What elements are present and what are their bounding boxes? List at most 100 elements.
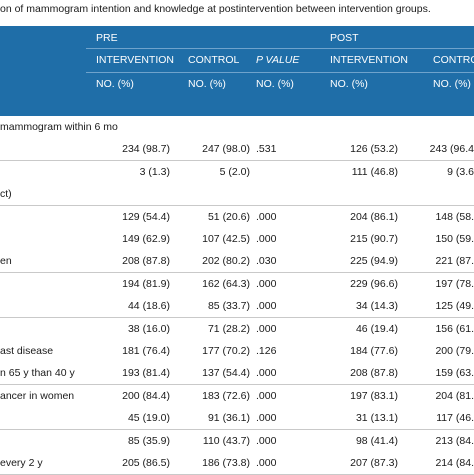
table-row: 129 (54.4) 51 (20.6) .000 204 (86.1) 148 (58… [0, 205, 474, 229]
cell-p-value: .000 [256, 434, 277, 447]
cell-pre-intervention: 44 (18.6) [127, 300, 170, 313]
cell-post-control: 150 (59. [435, 233, 474, 245]
header-unit-pre-int: NO. (%) [96, 78, 134, 90]
row-label: every 2 y [0, 457, 43, 469]
table-row: ast disease 181 (76.4) 177 (70.2) .126 184 (… [0, 340, 474, 363]
table-row: 194 (81.9) 162 (64.3) .000 229 (96.6) 197 (7… [0, 272, 474, 296]
header-group-post: POST [330, 32, 359, 44]
cell-post-intervention: 208 (87.8) [350, 367, 398, 380]
cell-post-control: 221 (87. [435, 255, 474, 268]
table-row: 45 (19.0) 91 (36.1) .000 31 (13.1) 117 (46. [0, 407, 474, 431]
cell-post-intervention: 204 (86.1) [350, 210, 398, 223]
cell-pre-control: 162 (64.3) [202, 277, 250, 290]
table-row: ancer in women 200 (84.4) 183 (72.6) .000 19… [0, 384, 474, 408]
header-unit-post-int: NO. (%) [330, 78, 368, 90]
cell-post-intervention: 34 (14.3) [355, 300, 398, 313]
header-col-control-post: CONTRO [433, 54, 474, 66]
cell-p-value: .126 [256, 345, 277, 357]
header-col-pvalue: P VALUE [256, 54, 300, 66]
cell-post-intervention: 229 (96.6) [350, 277, 398, 290]
cell-pre-control: 186 (73.8) [202, 457, 250, 469]
row-label: en [0, 255, 12, 268]
cell-post-control: 213 (84. [435, 434, 474, 447]
cell-post-control: 117 (46. [436, 412, 474, 425]
cell-pre-control: 5 (2.0) [219, 165, 250, 178]
row-label: ancer in women [0, 389, 75, 402]
row-label: n 65 y than 40 y [0, 367, 75, 380]
cell-pre-intervention: 149 (62.9) [122, 233, 170, 245]
cell-post-intervention: 207 (87.3) [350, 457, 398, 469]
cell-pre-intervention: 234 (98.7) [122, 143, 170, 156]
header-col-intervention: INTERVENTION [96, 54, 174, 66]
table-row: every 2 y 205 (86.5) 186 (73.8) .000 207 (87… [0, 452, 474, 475]
table-row: 149 (62.9) 107 (42.5) .000 215 (90.7) 150 (5… [0, 228, 474, 251]
cell-pre-control: 51 (20.6) [207, 210, 250, 223]
table-caption: on of mammogram intention and knowledge … [0, 3, 431, 15]
cell-p-value: .000 [256, 300, 277, 313]
header-column-row: INTERVENTION CONTROL P VALUE INTERVENTIO… [0, 54, 474, 74]
cell-pre-control: 91 (36.1) [207, 412, 250, 425]
cell-p-value: .000 [256, 277, 277, 290]
cell-post-control: 214 (84. [435, 457, 474, 469]
cell-p-value: .000 [256, 457, 277, 469]
cell-pre-intervention: 45 (19.0) [127, 412, 170, 425]
header-unit-pre-ctl: NO. (%) [188, 78, 226, 90]
cell-p-value: .000 [256, 322, 277, 335]
cell-pre-control: 202 (80.2) [202, 255, 250, 268]
cell-pre-control: 183 (72.6) [202, 389, 250, 402]
row-label: ast disease [0, 345, 54, 357]
cell-pre-intervention: 85 (35.9) [127, 434, 170, 447]
cell-post-control: 9 (3.6 [447, 165, 474, 178]
table-row: mammogram within 6 mo [0, 116, 474, 139]
row-label: mammogram within 6 mo [0, 121, 118, 133]
cell-post-intervention: 98 (41.4) [355, 434, 398, 447]
header-unit-row: NO. (%) NO. (%) NO. (%) NO. (%) NO. (%) [0, 78, 474, 98]
cell-post-control: 204 (81. [435, 389, 474, 402]
header-col-control: CONTROL [188, 54, 240, 66]
cell-pre-intervention: 208 (87.8) [122, 255, 170, 268]
cell-p-value: .000 [256, 412, 277, 425]
cell-post-control: 200 (79. [435, 345, 474, 357]
table-row: 44 (18.6) 85 (33.7) .000 34 (14.3) 125 (49. [0, 295, 474, 319]
cell-post-control: 197 (78. [435, 277, 474, 290]
cell-pre-control: 110 (43.7) [202, 434, 250, 447]
cell-post-control: 159 (63. [435, 367, 474, 380]
cell-pre-control: 137 (54.4) [202, 367, 250, 380]
cell-p-value: .030 [256, 255, 277, 268]
cell-post-intervention: 126 (53.2) [350, 143, 398, 156]
cell-pre-control: 177 (70.2) [202, 345, 250, 357]
row-label: ct) [0, 188, 12, 201]
cell-pre-intervention: 205 (86.5) [122, 457, 170, 469]
header-unit-p: NO. (%) [256, 78, 294, 90]
cell-p-value: .000 [256, 233, 277, 245]
cell-p-value: .000 [256, 367, 277, 380]
cell-pre-intervention: 193 (81.4) [122, 367, 170, 380]
cell-pre-intervention: 3 (1.3) [139, 165, 170, 178]
table-row: 234 (98.7) 247 (98.0) .531 126 (53.2) 243 (9… [0, 138, 474, 162]
cell-post-control: 243 (96.4 [429, 143, 474, 156]
cell-pre-intervention: 38 (16.0) [127, 322, 170, 335]
header-unit-post-ctl: NO. (%) [433, 78, 471, 90]
table-header: PRE POST INTERVENTION CONTROL P VALUE IN… [0, 26, 474, 116]
cell-pre-intervention: 181 (76.4) [122, 345, 170, 357]
cell-p-value: .531 [256, 143, 277, 156]
table-row: ct) [0, 183, 474, 207]
cell-p-value: .000 [256, 210, 277, 223]
table-row: 38 (16.0) 71 (28.2) .000 46 (19.4) 156 (61. [0, 317, 474, 341]
cell-post-control: 125 (49. [435, 300, 474, 313]
cell-pre-intervention: 129 (54.4) [122, 210, 170, 223]
cell-post-intervention: 215 (90.7) [350, 233, 398, 245]
cell-post-control: 156 (61. [435, 322, 474, 335]
cell-post-intervention: 225 (94.9) [350, 255, 398, 268]
header-group-row: PRE POST [0, 32, 474, 52]
cell-post-control: 148 (58. [435, 210, 474, 223]
cell-pre-control: 247 (98.0) [202, 143, 250, 156]
cell-post-intervention: 111 (46.8) [351, 165, 398, 178]
cell-pre-control: 85 (33.7) [207, 300, 250, 313]
table-row: n 65 y than 40 y 193 (81.4) 137 (54.4) .000… [0, 362, 474, 386]
table-row: 3 (1.3) 5 (2.0) 111 (46.8) 9 (3.6 [0, 160, 474, 184]
header-col-intervention-post: INTERVENTION [330, 54, 408, 66]
cell-post-intervention: 46 (19.4) [355, 322, 398, 335]
table-row: en 208 (87.8) 202 (80.2) .030 225 (94.9) 221 … [0, 250, 474, 274]
cell-p-value: .000 [256, 389, 277, 402]
